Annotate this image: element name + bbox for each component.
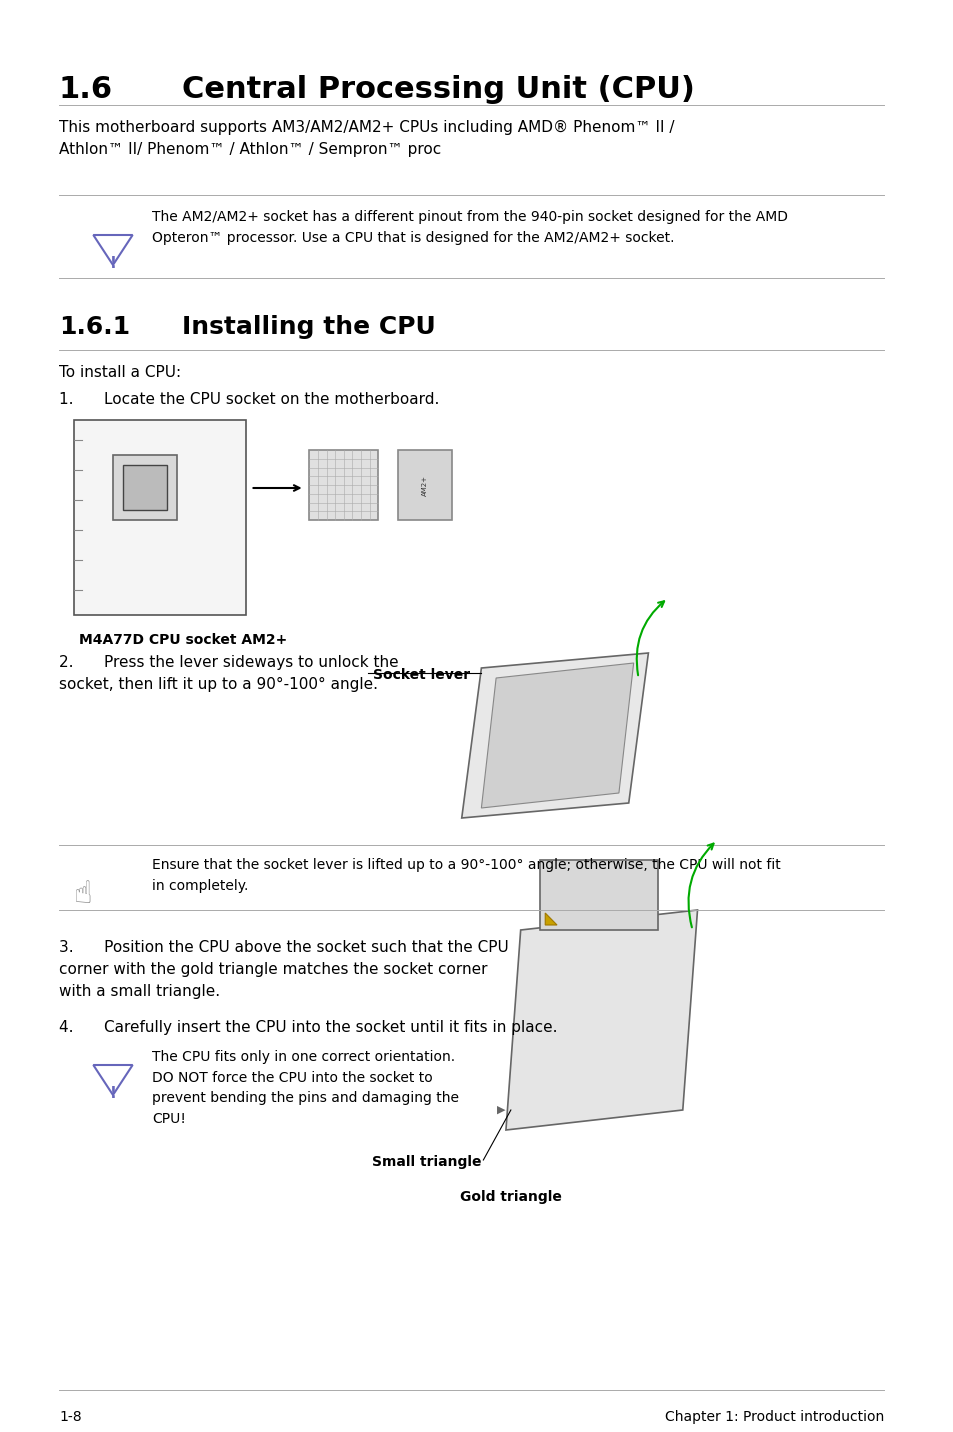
Text: M4A77D CPU socket AM2+: M4A77D CPU socket AM2+ (78, 633, 287, 647)
Text: Small triangle: Small triangle (372, 1156, 481, 1169)
Text: Gold triangle: Gold triangle (459, 1190, 561, 1204)
Text: Socket lever: Socket lever (373, 667, 470, 682)
Text: AM2+: AM2+ (421, 474, 428, 495)
Bar (112, 455, 176, 520)
Polygon shape (545, 914, 557, 925)
Bar (73, 420, 245, 614)
Text: 2.  Press the lever sideways to unlock the
socket, then lift it up to a 90°-100°: 2. Press the lever sideways to unlock th… (59, 654, 398, 692)
Text: Chapter 1: Product introduction: Chapter 1: Product introduction (664, 1411, 883, 1423)
Text: ☝: ☝ (74, 881, 92, 909)
Polygon shape (505, 909, 697, 1130)
Text: Central Processing Unit (CPU): Central Processing Unit (CPU) (182, 74, 694, 105)
Text: 4.  Carefully insert the CPU into the socket until it fits in place.: 4. Carefully insert the CPU into the soc… (59, 1020, 557, 1035)
Text: Installing the CPU: Installing the CPU (182, 315, 435, 339)
Text: !: ! (110, 256, 116, 271)
Bar (309, 450, 377, 520)
Text: 3.  Position the CPU above the socket such that the CPU
corner with the gold tri: 3. Position the CPU above the socket suc… (59, 939, 508, 1000)
Polygon shape (461, 653, 648, 818)
Text: 1-8: 1-8 (59, 1411, 82, 1423)
Text: 1.  Locate the CPU socket on the motherboard.: 1. Locate the CPU socket on the motherbo… (59, 392, 439, 407)
Bar (397, 450, 452, 520)
Polygon shape (481, 663, 633, 808)
Text: ▶: ▶ (497, 1106, 505, 1116)
Text: 1.6.1: 1.6.1 (59, 315, 130, 339)
Bar (539, 861, 658, 929)
Text: The AM2/AM2+ socket has a different pinout from the 940-pin socket designed for : The AM2/AM2+ socket has a different pino… (152, 211, 787, 245)
Text: This motherboard supports AM3/AM2/AM2+ CPUs including AMD® Phenom™ II /
Athlon™ : This motherboard supports AM3/AM2/AM2+ C… (59, 120, 674, 158)
Text: The CPU fits only in one correct orientation.
DO NOT force the CPU into the sock: The CPU fits only in one correct orienta… (152, 1050, 458, 1126)
Text: !: ! (110, 1085, 116, 1101)
Text: To install a CPU:: To install a CPU: (59, 365, 181, 379)
Bar (123, 465, 167, 510)
Text: 1.6: 1.6 (59, 74, 113, 105)
Text: Ensure that the socket lever is lifted up to a 90°-100° angle; otherwise, the CP: Ensure that the socket lever is lifted u… (152, 858, 781, 892)
